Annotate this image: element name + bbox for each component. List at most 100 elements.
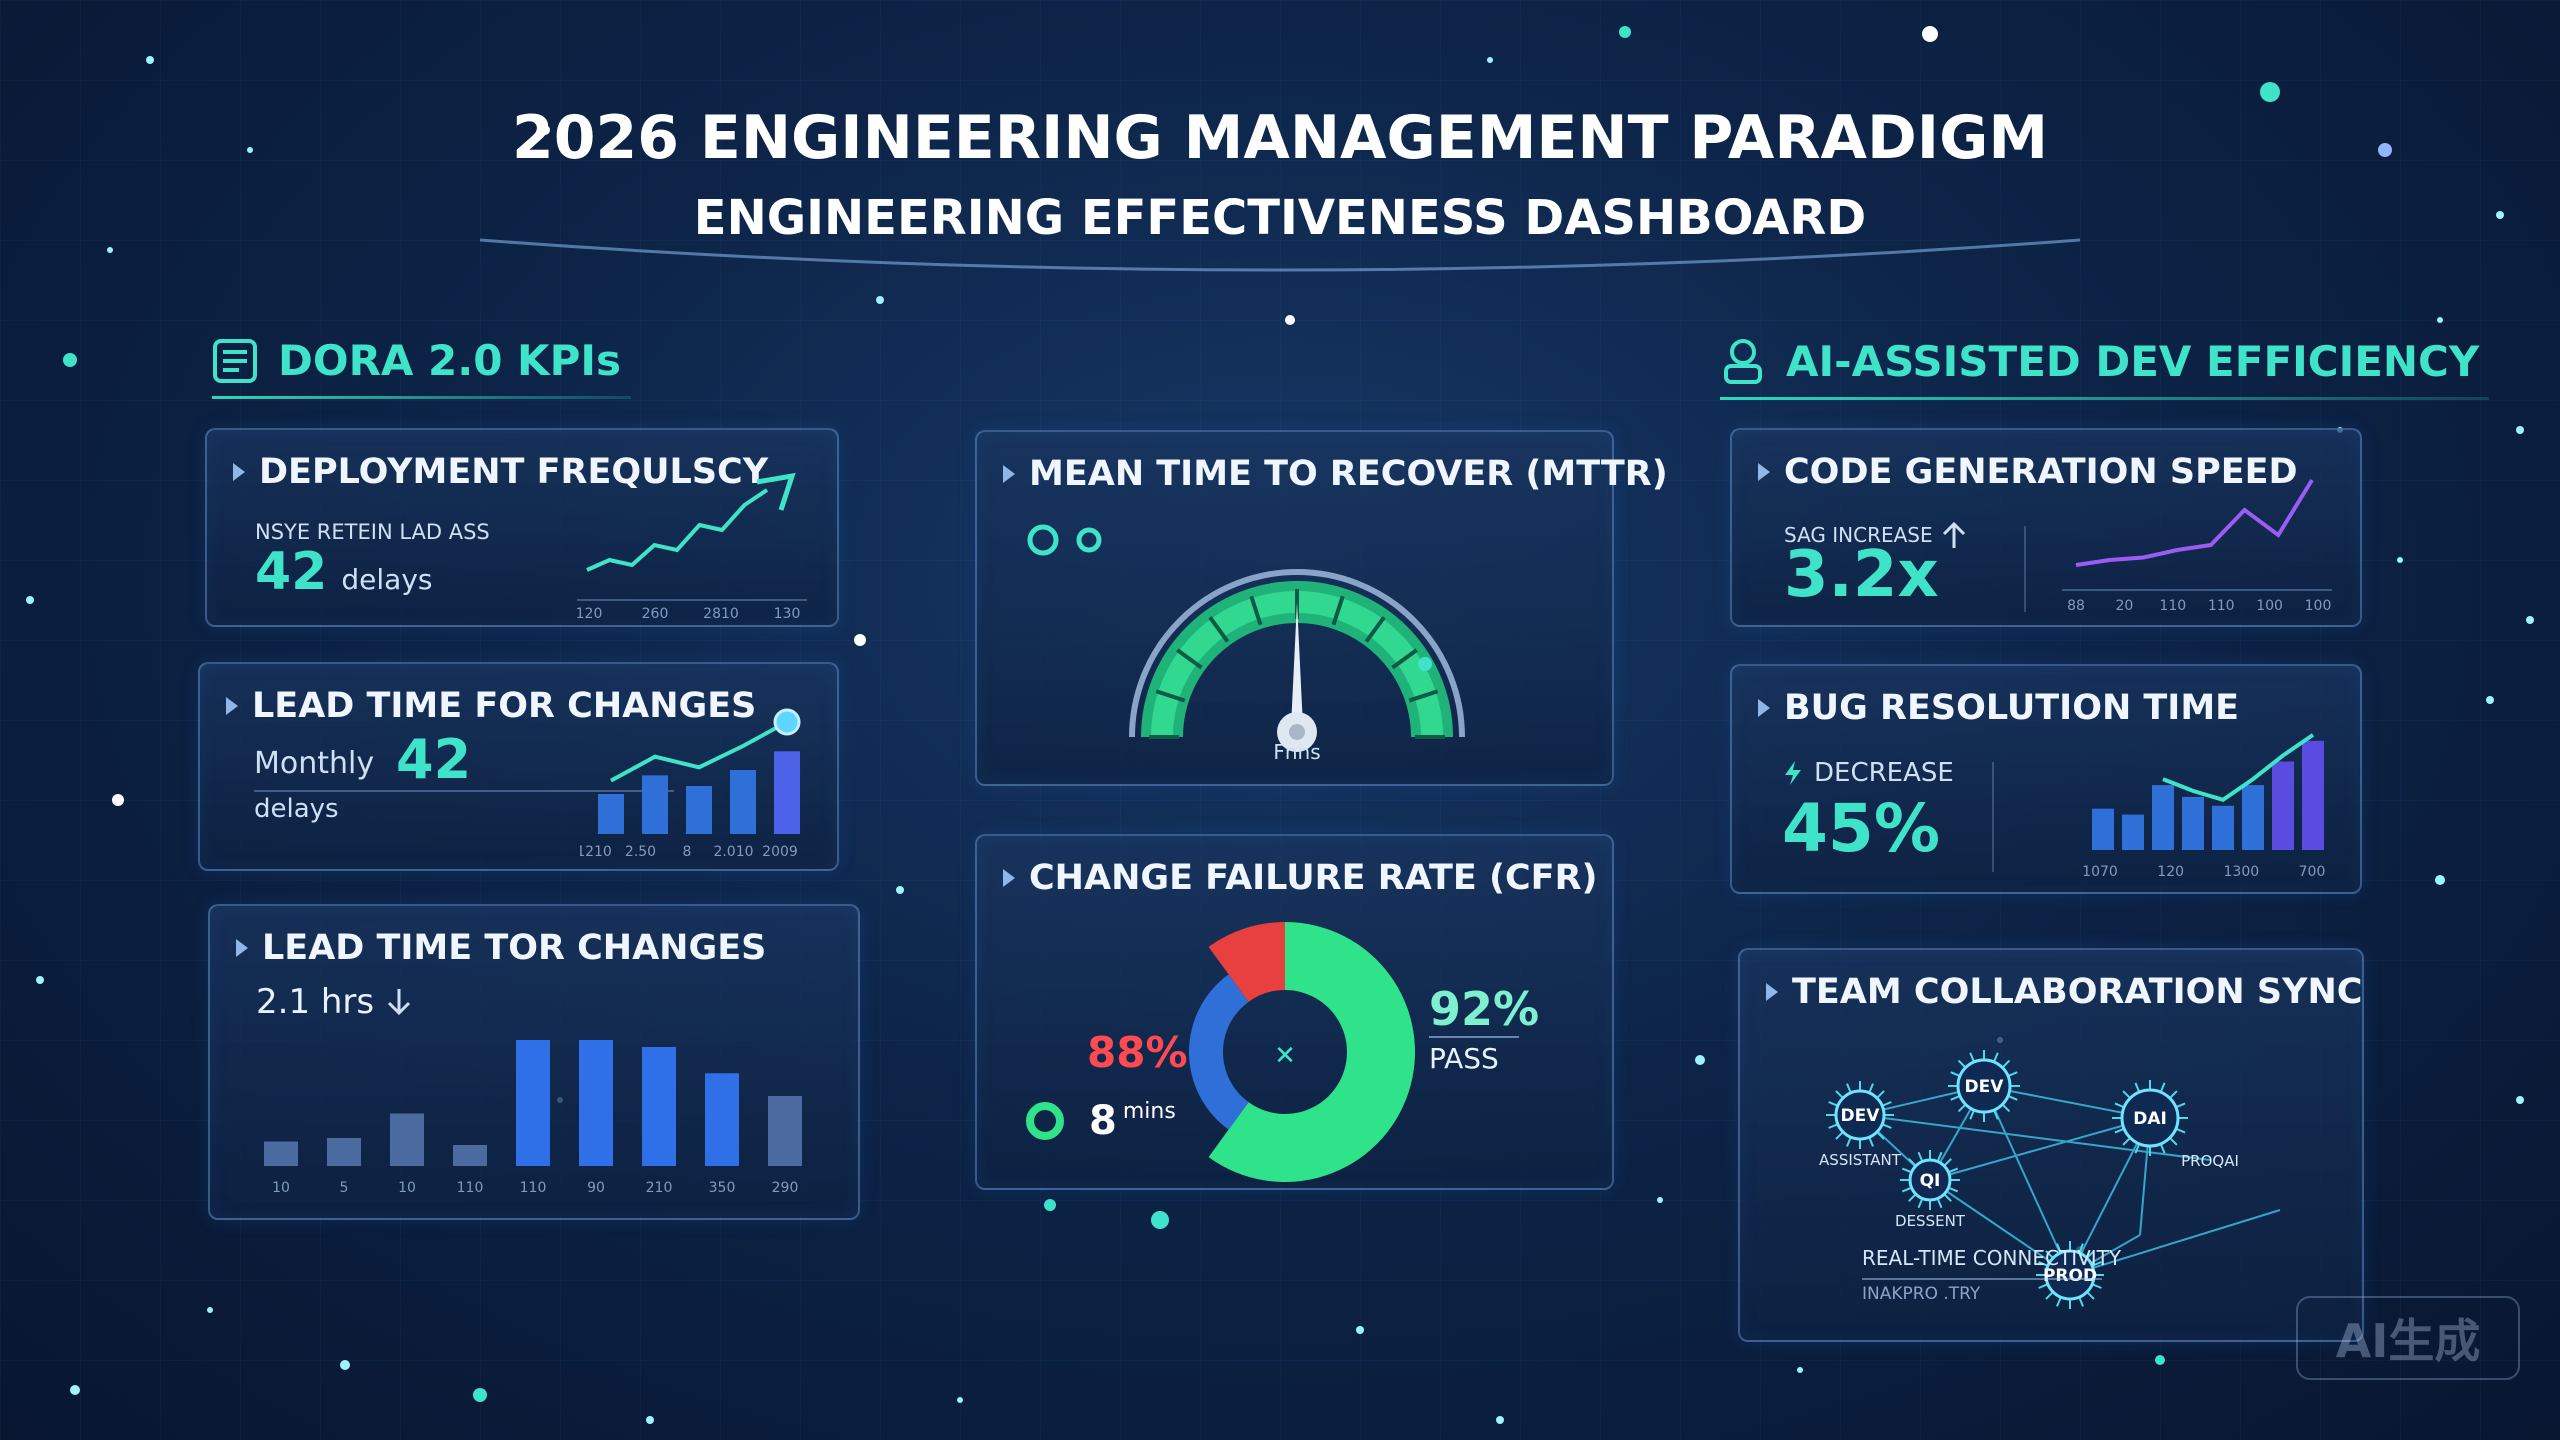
- gauge-tick: [1364, 616, 1386, 643]
- lead-time-card-2[interactable]: LEAD TIME TOR CHANGES 2.1 hrs 10 5 10 110 11…: [208, 904, 860, 1220]
- dashboard-icon: [213, 338, 257, 383]
- bar: [453, 1145, 487, 1166]
- axis-tick-label: 210: [646, 1180, 673, 1196]
- code-gen-value: 3.2x: [1784, 538, 1939, 612]
- lead-time-2-chart: 10 5 10 110 110 90 210 350 290: [264, 1040, 802, 1196]
- team-node-label: DAI: [2133, 1109, 2167, 1129]
- axis-tick-label: 1300: [2224, 864, 2260, 880]
- series-line: [2162, 733, 2315, 802]
- bar: [390, 1113, 424, 1166]
- lead-time-card-1[interactable]: LEAD TIME FOR CHANGES Monthly 42 delays …: [198, 662, 839, 871]
- cfr-card[interactable]: CHANGE FAILURE RATE (CFR) ✕ 88% 92% PASS…: [975, 834, 1614, 1190]
- team-node[interactable]: PROQAI: [2181, 1152, 2239, 1170]
- team-node-sublabel: PROQAI: [2181, 1152, 2239, 1170]
- axis-tick-label: 2810: [703, 606, 739, 620]
- series-line: [586, 488, 769, 572]
- cfr-fail-percent: 88%: [1087, 1028, 1188, 1077]
- divider: [2024, 526, 2026, 612]
- mttr-card[interactable]: MEAN TIME TO RECOVER (MTTR) Fnns: [975, 430, 1668, 786]
- gauge-tick: [1176, 648, 1203, 670]
- arrow-down-icon: [388, 989, 411, 1016]
- chevron-right-icon: [233, 463, 245, 481]
- bar: [705, 1073, 739, 1166]
- team-network: DEV ASSISTANT DEV DAI QI DESSENT PROQAI PROD: [1819, 1050, 2281, 1309]
- team-node[interactable]: PROD: [2036, 1241, 2104, 1309]
- axis-tick-label: 2.50: [625, 844, 656, 860]
- header-arc: [480, 238, 2080, 272]
- bar: [2212, 805, 2234, 850]
- code-generation-card[interactable]: CODE GENERATION SPEED SAG INCREASE 3.2x …: [1730, 428, 2362, 627]
- cfr-pass-label: PASS: [1429, 1042, 1499, 1075]
- divider: [1862, 1278, 2102, 1280]
- status-ring-icon: [1026, 1102, 1064, 1140]
- bar: [2152, 785, 2174, 850]
- bar: [2272, 761, 2294, 850]
- cfr-pass-percent: 92%: [1429, 982, 1540, 1036]
- lead-time-2-value: 2.1 hrs: [256, 982, 375, 1022]
- bar: [642, 1047, 676, 1166]
- axis-tick-label: 110: [520, 1180, 547, 1196]
- team-node-sublabel: DESSENT: [1895, 1212, 1966, 1230]
- chevron-right-icon: [1766, 983, 1778, 1001]
- lead-time-1-chart: 1210 2.50 8 2.010 2009: [580, 708, 801, 860]
- lead-time-2-title: LEAD TIME TOR CHANGES: [262, 928, 767, 968]
- axis-tick-label: 8: [683, 844, 692, 860]
- axis-tick-label: 100: [2256, 598, 2283, 614]
- code-gen-chart: 88 20 110 110 100 100: [2062, 478, 2332, 614]
- bar: [516, 1040, 550, 1166]
- gauge-tick: [1208, 616, 1230, 643]
- deployment-frequency-title: DEPLOYMENT FREQULSCY: [259, 452, 769, 492]
- bar: [2242, 785, 2264, 850]
- axis-tick-label: 2009: [762, 844, 798, 860]
- deployment-frequency-card[interactable]: DEPLOYMENT FREQULSCY NSYE RETEIN LAD ASS…: [205, 428, 839, 627]
- x-icon: ✕: [1274, 1041, 1296, 1071]
- bar: [2092, 808, 2114, 850]
- axis-tick-label: 110: [2208, 598, 2235, 614]
- bar: [768, 1096, 802, 1166]
- chevron-right-icon: [1003, 465, 1015, 483]
- team-node[interactable]: DAI: [2112, 1080, 2188, 1156]
- bar: [774, 751, 800, 834]
- series-line: [2075, 478, 2314, 567]
- bar: [686, 786, 712, 834]
- section-dora-kpis-label: DORA 2.0 KPIs: [278, 336, 622, 385]
- bar: [264, 1141, 298, 1166]
- team-node-label: PROD: [2043, 1266, 2097, 1286]
- cfr-title: CHANGE FAILURE RATE (CFR): [1029, 858, 1598, 898]
- team-node[interactable]: DEV ASSISTANT: [1819, 1081, 1902, 1169]
- cfr-donut: ✕: [1189, 922, 1415, 1182]
- team-node-label: DEV: [1841, 1106, 1881, 1126]
- deployment-frequency-chart: 120 260 2810 130: [576, 472, 807, 620]
- status-dots: [1027, 524, 1102, 556]
- chevron-right-icon: [1003, 869, 1015, 887]
- axis-tick-label: 20: [2115, 598, 2133, 614]
- gauge-tick: [1408, 689, 1439, 703]
- axis-tick-label: 2.010: [713, 844, 753, 860]
- bug-resolution-card[interactable]: BUG RESOLUTION TIME DECREASE 45% 1070 120…: [1730, 664, 2362, 894]
- bar: [579, 1040, 613, 1166]
- lead-time-1-title: LEAD TIME FOR CHANGES: [252, 686, 757, 726]
- chevron-right-icon: [226, 697, 238, 715]
- divider: [254, 790, 674, 792]
- bar: [598, 794, 624, 834]
- divider: [1429, 1036, 1519, 1038]
- bar: [327, 1138, 361, 1166]
- pie-slice-fail: [1208, 922, 1285, 1002]
- deployment-frequency-value: 42: [255, 542, 328, 602]
- lead-time-1-label: Monthly: [254, 746, 375, 781]
- team-node-label: QI: [1920, 1171, 1941, 1191]
- axis-tick-label: 5: [340, 1180, 349, 1196]
- team-node[interactable]: DEV: [1948, 1050, 2020, 1122]
- pie-slice-pass: [1208, 922, 1415, 1182]
- team-collaboration-card[interactable]: TEAM COLLABORATION SYNC DEV ASSISTANT DEV D…: [1738, 948, 2364, 1342]
- axis-tick-label: 290: [772, 1180, 799, 1196]
- cfr-mins-label: mins: [1122, 1098, 1176, 1124]
- mttr-gauge-label: Fnns: [1273, 740, 1321, 764]
- arrow-up-icon: [1942, 521, 1965, 548]
- axis-tick-label: 700: [2299, 864, 2326, 880]
- team-node[interactable]: QI DESSENT: [1895, 1150, 1966, 1230]
- bug-resolution-chart: 1070 120 1300 700: [2082, 733, 2326, 880]
- page-subtitle: ENGINEERING EFFECTIVENESS DASHBOARD: [693, 190, 1867, 246]
- page-title: 2026 ENGINEERING MANAGEMENT PARADIGM: [511, 103, 2049, 173]
- axis-tick-label: 88: [2067, 598, 2085, 614]
